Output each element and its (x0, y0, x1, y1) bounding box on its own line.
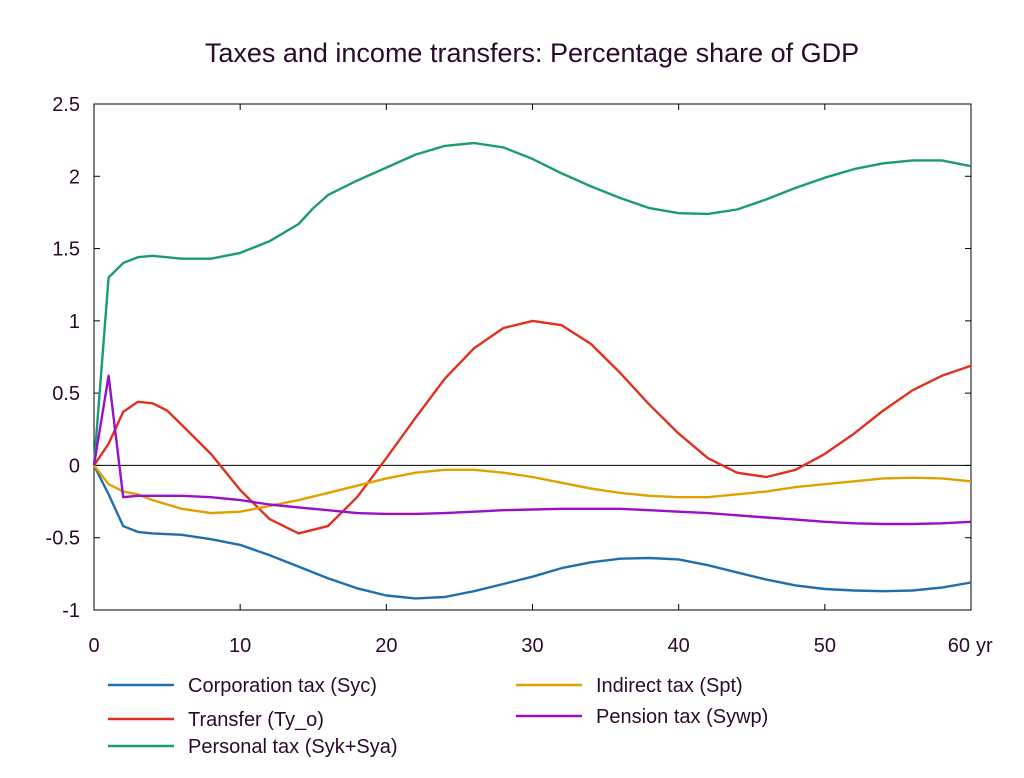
legend-label: Indirect tax (Spt) (596, 675, 743, 697)
x-tick-label: 30 (521, 635, 543, 657)
legend-label: Transfer (Ty_o) (188, 709, 324, 731)
plot-border (93, 103, 972, 611)
x-tick-label: 0 (88, 635, 99, 657)
x-tick-label: 10 (229, 635, 251, 657)
x-axis: 0 10 20 30 40 50 60 yr (88, 104, 993, 657)
series-line-transfer-ty-o (93, 319, 972, 535)
series-line-corporation-tax-syc (92, 464, 972, 600)
plot-frame (93, 103, 972, 611)
chart-title: Taxes and income transfers: Percentage s… (205, 38, 859, 68)
y-tick-label: 0 (69, 455, 80, 477)
y-tick-label: -0.5 (46, 528, 80, 550)
x-tick-label: 40 (668, 635, 690, 657)
legend: Corporation tax (Syc) Transfer (Ty_o) Pers… (108, 675, 768, 758)
series-group (92, 141, 972, 600)
y-axis: 2.5 2 1.5 1 0.5 0 -0.5 -1 (46, 94, 971, 622)
series-line-personal-tax-syk-sya (92, 141, 972, 466)
x-tick-label: 60 (948, 635, 970, 657)
legend-label: Personal tax (Syk+Sya) (188, 736, 398, 758)
series-line-pension-tax-sywp (92, 374, 972, 526)
y-tick-label: 2 (69, 166, 80, 188)
x-unit-label: yr (976, 635, 993, 657)
series-line-indirect-tax-spt (93, 464, 972, 515)
x-tick-label: 50 (814, 635, 836, 657)
legend-label: Pension tax (Sywp) (596, 706, 768, 728)
y-tick-label: 2.5 (52, 94, 80, 116)
legend-label: Corporation tax (Syc) (188, 675, 377, 697)
y-tick-label: 0.5 (52, 383, 80, 405)
x-tick-label: 20 (375, 635, 397, 657)
y-tick-label: 1 (69, 311, 80, 333)
y-tick-label: -1 (62, 600, 80, 622)
y-tick-label: 1.5 (52, 239, 80, 261)
